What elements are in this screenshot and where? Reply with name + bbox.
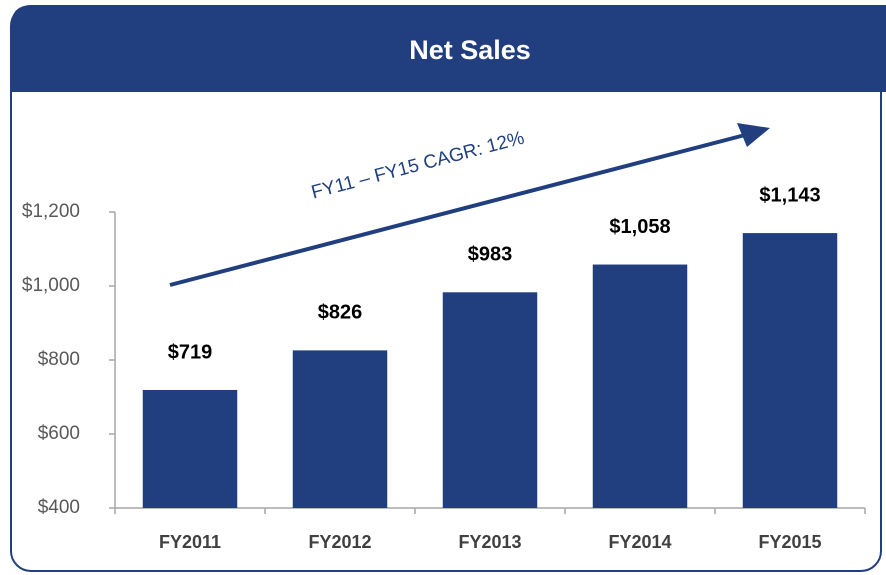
bar (592, 264, 688, 508)
value-label: $826 (318, 302, 363, 324)
chart-title: Net Sales (409, 35, 531, 65)
value-label: $719 (168, 341, 213, 363)
value-label: $1,058 (609, 216, 670, 238)
y-tick-label: $1,200 (22, 201, 80, 222)
y-tick-label: $800 (38, 349, 80, 370)
x-tick-label: FY2012 (308, 532, 371, 552)
value-label: $983 (468, 244, 513, 266)
header-bar (11, 5, 886, 92)
value-label: $1,143 (759, 184, 820, 206)
x-tick-label: FY2011 (159, 532, 221, 552)
x-tick-label: FY2013 (458, 532, 521, 552)
arrow-head (737, 123, 770, 147)
bar (442, 292, 538, 508)
y-tick-label: $400 (38, 497, 80, 518)
bar (292, 350, 388, 508)
x-tick-label: FY2015 (758, 532, 821, 552)
bar (742, 233, 838, 508)
trend-arrow (169, 133, 746, 287)
y-tick-label: $600 (38, 423, 80, 444)
bar (142, 389, 238, 508)
y-tick-label: $1,000 (22, 275, 80, 296)
x-tick-label: FY2014 (608, 532, 671, 552)
